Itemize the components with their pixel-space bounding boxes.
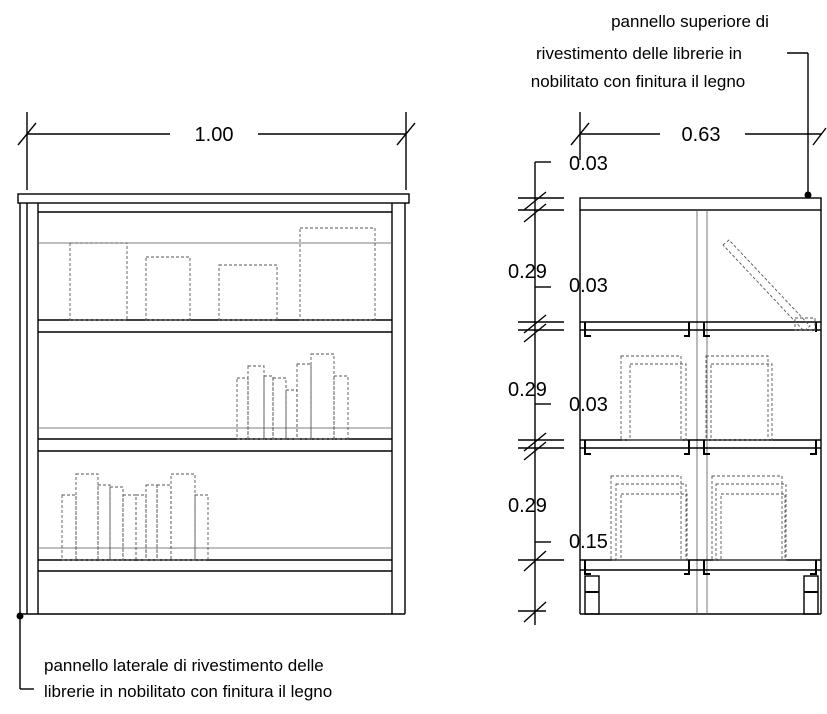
height-label-shelf2: 0.29 [508, 379, 547, 401]
height-label-top: 0.03 [569, 153, 608, 175]
front-width-dimension: 1.00 [18, 112, 415, 190]
top-panel-note-line1: pannello superiore di [611, 12, 769, 31]
side-depth-dimension: 0.63 [571, 112, 826, 160]
front-books-middle [237, 354, 348, 439]
height-label-gap2: 0.03 [569, 275, 608, 297]
front-carcass [18, 194, 409, 614]
front-view: 1.00 [17, 112, 416, 701]
height-label-shelf3: 0.29 [508, 495, 547, 517]
top-panel-note-line3: nobilitato con finitura il legno [531, 72, 746, 91]
side-depth-label: 0.63 [682, 124, 721, 146]
side-books [611, 240, 815, 560]
side-panel-note-line1: pannello laterale di rivestimento delle [44, 656, 324, 675]
side-view: 0.63 pannello superiore di rivestimento … [508, 12, 826, 625]
height-label-base: 0.15 [569, 531, 608, 553]
top-panel-leader [787, 53, 812, 199]
top-panel-note-line2: rivestimento delle librerie in [536, 44, 742, 63]
side-panel-note-line2: librerie in nobilitato con finitura il l… [44, 682, 332, 701]
front-width-label: 1.00 [195, 124, 234, 146]
height-label-gap3: 0.03 [569, 394, 608, 416]
front-books-top [70, 228, 375, 320]
height-label-shelf1: 0.29 [508, 261, 547, 283]
side-panel-leader [17, 613, 35, 690]
front-books-bottom [62, 474, 208, 560]
